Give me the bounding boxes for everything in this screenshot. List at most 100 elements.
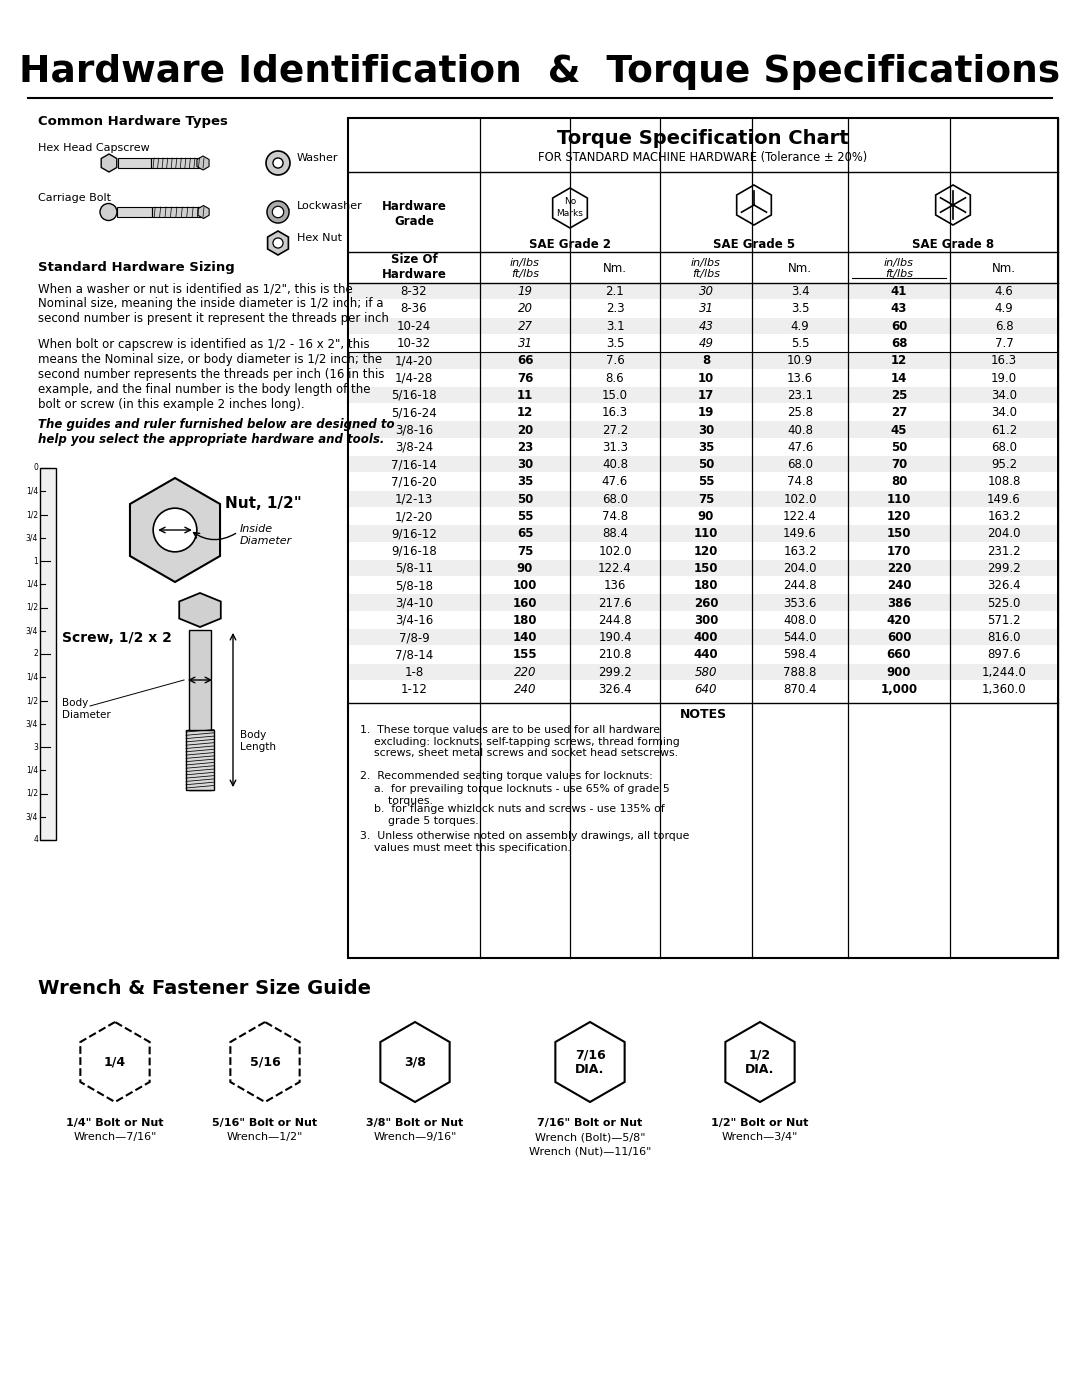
Bar — [152, 207, 205, 217]
Text: ft/lbs: ft/lbs — [885, 270, 913, 279]
Text: When bolt or capscrew is identified as 1/2 - 16 x 2", this
means the Nominal siz: When bolt or capscrew is identified as 1… — [38, 338, 384, 411]
Text: 95.2: 95.2 — [991, 458, 1017, 471]
Bar — [349, 594, 1057, 610]
Text: 580: 580 — [694, 666, 717, 679]
Text: 19.0: 19.0 — [991, 372, 1017, 384]
Text: 3.5: 3.5 — [606, 337, 624, 351]
Text: 122.4: 122.4 — [783, 510, 816, 522]
Text: 220: 220 — [887, 562, 912, 576]
Text: 420: 420 — [887, 613, 912, 627]
Text: 70: 70 — [891, 458, 907, 471]
Text: 0: 0 — [33, 464, 38, 472]
Bar — [349, 490, 1057, 507]
Text: Hex Head Capscrew: Hex Head Capscrew — [38, 142, 150, 154]
Text: 1.  These torque values are to be used for all hardware
    excluding: locknuts,: 1. These torque values are to be used fo… — [360, 725, 679, 759]
Text: 75: 75 — [517, 545, 534, 557]
Text: 43: 43 — [891, 302, 907, 316]
Text: 2: 2 — [33, 650, 38, 658]
Text: 3/4-10: 3/4-10 — [395, 597, 433, 609]
Text: 220: 220 — [514, 666, 537, 679]
Text: in/lbs: in/lbs — [885, 258, 914, 268]
Text: 1/4: 1/4 — [26, 766, 38, 775]
Text: 244.8: 244.8 — [598, 613, 632, 627]
Text: Inside
Diameter: Inside Diameter — [240, 524, 293, 546]
Text: 10-32: 10-32 — [397, 337, 431, 351]
Text: 326.4: 326.4 — [598, 683, 632, 696]
Text: 3.1: 3.1 — [606, 320, 624, 332]
Text: Nm.: Nm. — [993, 261, 1016, 274]
Text: Marks: Marks — [556, 208, 583, 218]
Text: 35: 35 — [517, 475, 534, 489]
Text: 1/2" Bolt or Nut: 1/2" Bolt or Nut — [712, 1118, 809, 1127]
Text: 50: 50 — [891, 441, 907, 454]
Text: a.  for prevailing torque locknuts - use 65% of grade 5
    torques.: a. for prevailing torque locknuts - use … — [374, 784, 670, 806]
Text: 10: 10 — [698, 372, 714, 384]
Text: 3.  Unless otherwise noted on assembly drawings, all torque
    values must meet: 3. Unless otherwise noted on assembly dr… — [360, 831, 689, 852]
Text: 190.4: 190.4 — [598, 631, 632, 644]
Text: 3/4: 3/4 — [26, 719, 38, 728]
Bar — [349, 422, 1057, 437]
Text: Carriage Bolt: Carriage Bolt — [38, 193, 111, 203]
Text: 2.3: 2.3 — [606, 302, 624, 316]
Text: Nut, 1/2": Nut, 1/2" — [225, 496, 301, 510]
Bar — [151, 158, 205, 168]
Text: 19: 19 — [517, 285, 532, 298]
Text: 386: 386 — [887, 597, 912, 609]
Text: 1/2: 1/2 — [26, 696, 38, 705]
Text: 13.6: 13.6 — [787, 372, 813, 384]
Text: 7.7: 7.7 — [995, 337, 1013, 351]
Bar — [186, 731, 214, 789]
Text: 1-8: 1-8 — [404, 666, 423, 679]
Text: 244.8: 244.8 — [783, 580, 816, 592]
Text: 7/16-14: 7/16-14 — [391, 458, 437, 471]
Text: 30: 30 — [699, 285, 714, 298]
Text: SAE Grade 2: SAE Grade 2 — [529, 237, 611, 250]
Text: ft/lbs: ft/lbs — [511, 270, 539, 279]
Text: 34.0: 34.0 — [991, 407, 1017, 419]
Text: 163.2: 163.2 — [987, 510, 1021, 522]
Text: 14: 14 — [891, 372, 907, 384]
Bar — [349, 680, 1057, 697]
Text: Wrench—9/16": Wrench—9/16" — [374, 1132, 457, 1141]
Bar — [349, 525, 1057, 542]
Bar — [349, 455, 1057, 472]
Text: 660: 660 — [887, 648, 912, 661]
Text: 1/2-20: 1/2-20 — [395, 510, 433, 522]
Bar — [349, 335, 1057, 351]
Text: 1/4-20: 1/4-20 — [395, 355, 433, 367]
Text: 299.2: 299.2 — [987, 562, 1021, 576]
Bar — [349, 300, 1057, 317]
Bar — [189, 630, 211, 789]
Text: 1/2
DIA.: 1/2 DIA. — [745, 1048, 774, 1076]
Text: 210.8: 210.8 — [598, 648, 632, 661]
Text: 5/16: 5/16 — [249, 1056, 281, 1069]
Text: 160: 160 — [513, 597, 537, 609]
Bar — [349, 612, 1057, 629]
Bar — [349, 284, 1057, 299]
Text: 17: 17 — [698, 388, 714, 402]
Text: 20: 20 — [517, 302, 532, 316]
Text: SAE Grade 5: SAE Grade 5 — [713, 237, 795, 250]
Text: 5.5: 5.5 — [791, 337, 809, 351]
Text: Body
Length: Body Length — [240, 731, 276, 752]
Text: 5/16-24: 5/16-24 — [391, 407, 437, 419]
Text: 231.2: 231.2 — [987, 545, 1021, 557]
Text: 204.0: 204.0 — [987, 527, 1021, 541]
Text: 1,244.0: 1,244.0 — [982, 666, 1026, 679]
Bar — [349, 352, 1057, 369]
Text: 3/4: 3/4 — [26, 534, 38, 542]
Text: 19: 19 — [698, 407, 714, 419]
Text: 3/4-16: 3/4-16 — [395, 613, 433, 627]
Text: 3: 3 — [33, 742, 38, 752]
Text: 8.6: 8.6 — [606, 372, 624, 384]
Text: 76: 76 — [517, 372, 534, 384]
Bar — [349, 664, 1057, 680]
Text: 34.0: 34.0 — [991, 388, 1017, 402]
Bar — [349, 369, 1057, 386]
Text: 27.2: 27.2 — [602, 423, 629, 436]
Text: 9/16-18: 9/16-18 — [391, 545, 437, 557]
Text: 40.8: 40.8 — [602, 458, 627, 471]
Text: 353.6: 353.6 — [783, 597, 816, 609]
Bar — [40, 468, 56, 840]
Text: 8: 8 — [702, 355, 711, 367]
